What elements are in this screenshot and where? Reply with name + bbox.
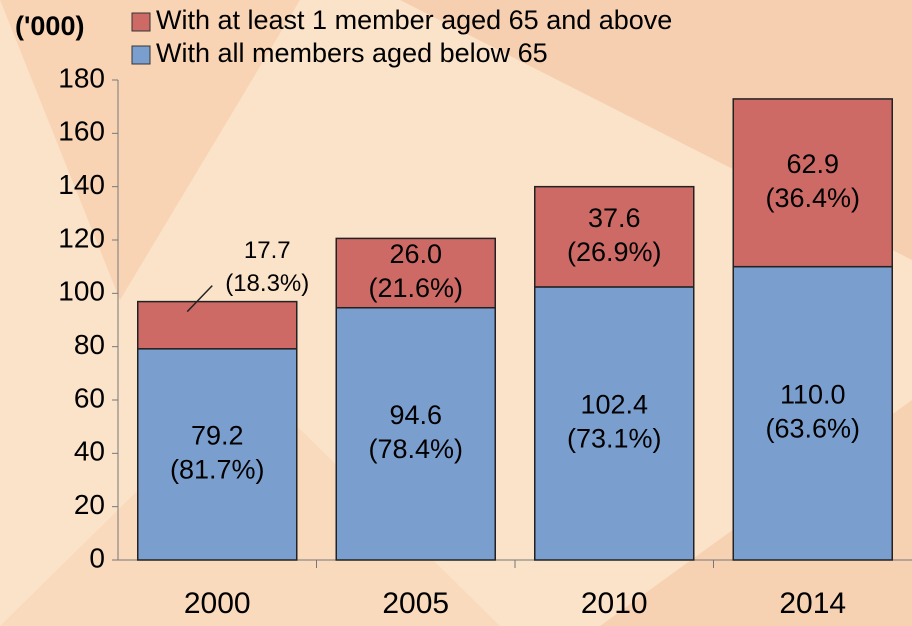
- share-label: (26.9%): [567, 237, 662, 267]
- y-tick-label: 140: [58, 169, 105, 200]
- bar-segment: [335, 306, 496, 561]
- legend-label: With at least 1 member aged 65 and above: [156, 5, 672, 35]
- value-label: 26.0: [389, 239, 442, 269]
- y-tick-label: 160: [58, 116, 105, 147]
- legend-swatch: [131, 12, 151, 32]
- value-label: 37.6: [588, 203, 641, 233]
- y-tick-label: 180: [58, 62, 105, 93]
- y-tick-label: 60: [74, 382, 105, 413]
- value-label: 79.2: [191, 421, 244, 451]
- x-tick-label: 2014: [779, 587, 846, 620]
- y-tick-label: 40: [74, 436, 105, 467]
- y-tick-label: 100: [58, 276, 105, 307]
- legend-label: With all members aged below 65: [156, 38, 548, 68]
- bar-segment: [534, 286, 695, 561]
- share-label: (63.6%): [765, 413, 860, 443]
- share-label: (78.4%): [368, 434, 463, 464]
- decoration: [0, 0, 300, 300]
- unit-label: ('000): [15, 11, 84, 41]
- value-label: 110.0: [780, 379, 846, 409]
- bar-segment: [534, 185, 695, 288]
- share-label: (36.4%): [765, 183, 860, 213]
- bar-segment: [137, 348, 298, 561]
- bar-segment: [137, 300, 298, 350]
- share-label: (81.7%): [170, 455, 265, 485]
- value-label: 94.6: [389, 400, 442, 430]
- leader-line: [186, 285, 213, 313]
- bar-segment: [335, 237, 496, 309]
- share-label: (18.3%): [225, 270, 309, 297]
- value-label: 102.4: [580, 390, 648, 420]
- y-tick-label: 80: [74, 329, 105, 360]
- share-label: (21.6%): [368, 273, 463, 303]
- x-tick-label: 2005: [382, 587, 449, 620]
- bar-segment: [732, 98, 893, 268]
- y-tick-label: 120: [58, 222, 105, 253]
- y-tick-label: 20: [74, 489, 105, 520]
- x-tick-label: 2010: [581, 587, 648, 620]
- x-tick-label: 2000: [184, 587, 251, 620]
- bar-segment: [732, 265, 893, 561]
- legend-swatch: [131, 45, 151, 65]
- y-tick-label: 0: [89, 542, 105, 573]
- value-label: 17.7: [244, 237, 291, 264]
- share-label: (73.1%): [567, 424, 662, 454]
- value-label: 62.9: [786, 149, 839, 179]
